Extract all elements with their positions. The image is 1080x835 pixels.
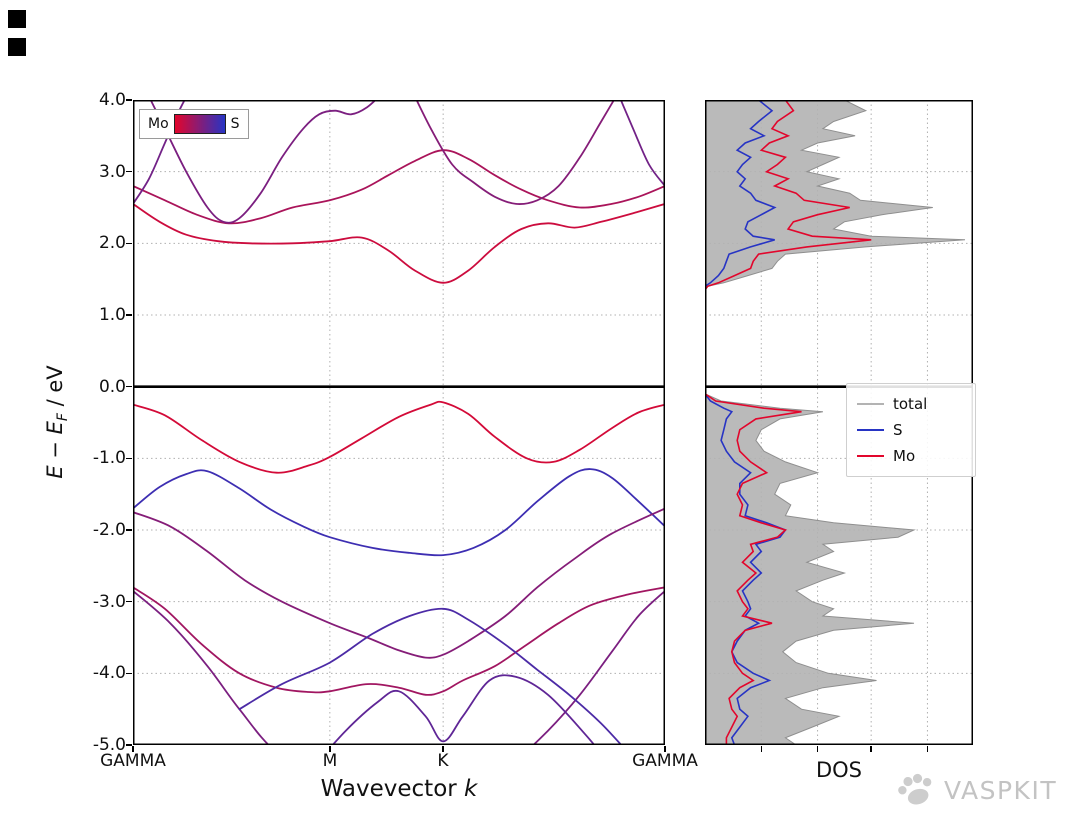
band-line <box>619 100 665 187</box>
colorbar-label-s: S <box>230 116 240 132</box>
y-tick-mark <box>126 672 132 675</box>
y-tick-label: -4.0 <box>92 663 126 683</box>
x-tick-mark <box>870 746 872 752</box>
watermark: VASPKIT <box>894 770 1057 810</box>
band-line <box>238 607 623 745</box>
band-line <box>133 590 665 745</box>
legend-label-mo: Mo <box>893 447 916 465</box>
dos-panel: total S Mo <box>705 100 976 752</box>
y-tick-label: 3.0 <box>98 162 126 182</box>
corner-mark <box>8 10 26 28</box>
watermark-text: VASPKIT <box>944 775 1058 805</box>
y-tick-label: -2.0 <box>92 520 126 540</box>
mo-s-colorbar <box>173 114 226 134</box>
axes-border <box>133 100 665 745</box>
x-tick-mark <box>926 746 929 752</box>
y-tick-label: 4.0 <box>98 90 126 110</box>
paw-icon <box>898 773 932 805</box>
y-tick-mark <box>126 170 132 173</box>
x-tick-mark <box>760 746 763 752</box>
legend-item-s: S <box>857 417 965 443</box>
x-tick-mark <box>132 746 134 752</box>
band-structure-plot <box>133 100 665 745</box>
x-tick-label: M <box>322 751 338 771</box>
y-tick-label: 2.0 <box>98 233 126 253</box>
band-line <box>133 203 665 284</box>
y-tick-label: -3.0 <box>92 592 126 612</box>
colorbar-label-mo: Mo <box>148 116 169 132</box>
band-line <box>133 149 665 225</box>
band-line <box>149 100 377 224</box>
y-tick-label: -5.0 <box>92 735 126 755</box>
x-tick-mark <box>816 746 819 752</box>
s-line-sample <box>857 428 884 432</box>
dos-mo-line <box>705 100 872 745</box>
x-tick-label: K <box>437 751 449 771</box>
total-line-sample <box>857 402 884 406</box>
band-line <box>415 100 615 205</box>
y-tick-mark <box>126 600 132 603</box>
legend-item-mo: Mo <box>857 443 965 469</box>
y-tick-mark <box>126 314 132 316</box>
corner-mark <box>8 38 26 56</box>
band-line <box>133 507 665 659</box>
y-axis-label: E − EF / eV <box>42 365 72 479</box>
band-line <box>133 400 665 474</box>
y-tick-label: 1.0 <box>98 305 126 325</box>
x-tick-mark <box>442 746 444 752</box>
y-tick-mark <box>126 242 132 245</box>
y-tick-mark <box>126 99 132 101</box>
y-tick-mark <box>126 457 132 460</box>
y-tick-mark <box>126 744 132 746</box>
dos-s-line <box>705 100 787 745</box>
dos-axis-label: DOS <box>815 758 863 782</box>
legend-label-s: S <box>893 421 903 439</box>
x-tick-label: GAMMA <box>100 751 166 771</box>
y-tick-mark <box>126 385 132 388</box>
x-tick-label: GAMMA <box>632 751 698 771</box>
y-tick-mark <box>126 529 132 531</box>
band-color-legend: Mo S <box>139 109 249 139</box>
band-line <box>133 468 665 557</box>
y-tick-label: 0.0 <box>98 377 126 397</box>
band-line <box>331 674 596 745</box>
x-tick-mark <box>329 746 331 752</box>
band-structure-panel: Mo S <box>126 99 666 752</box>
legend-label-total: total <box>893 395 928 413</box>
dos-legend: total S Mo <box>846 383 976 477</box>
legend-item-total: total <box>857 391 965 417</box>
band-line <box>133 586 665 696</box>
mo-line-sample <box>857 454 884 458</box>
band-line <box>133 100 186 205</box>
x-tick-mark <box>664 746 666 752</box>
dos-total-area <box>705 100 966 745</box>
y-tick-label: -1.0 <box>92 448 126 468</box>
x-axis-label: Wavevector k <box>320 776 478 802</box>
